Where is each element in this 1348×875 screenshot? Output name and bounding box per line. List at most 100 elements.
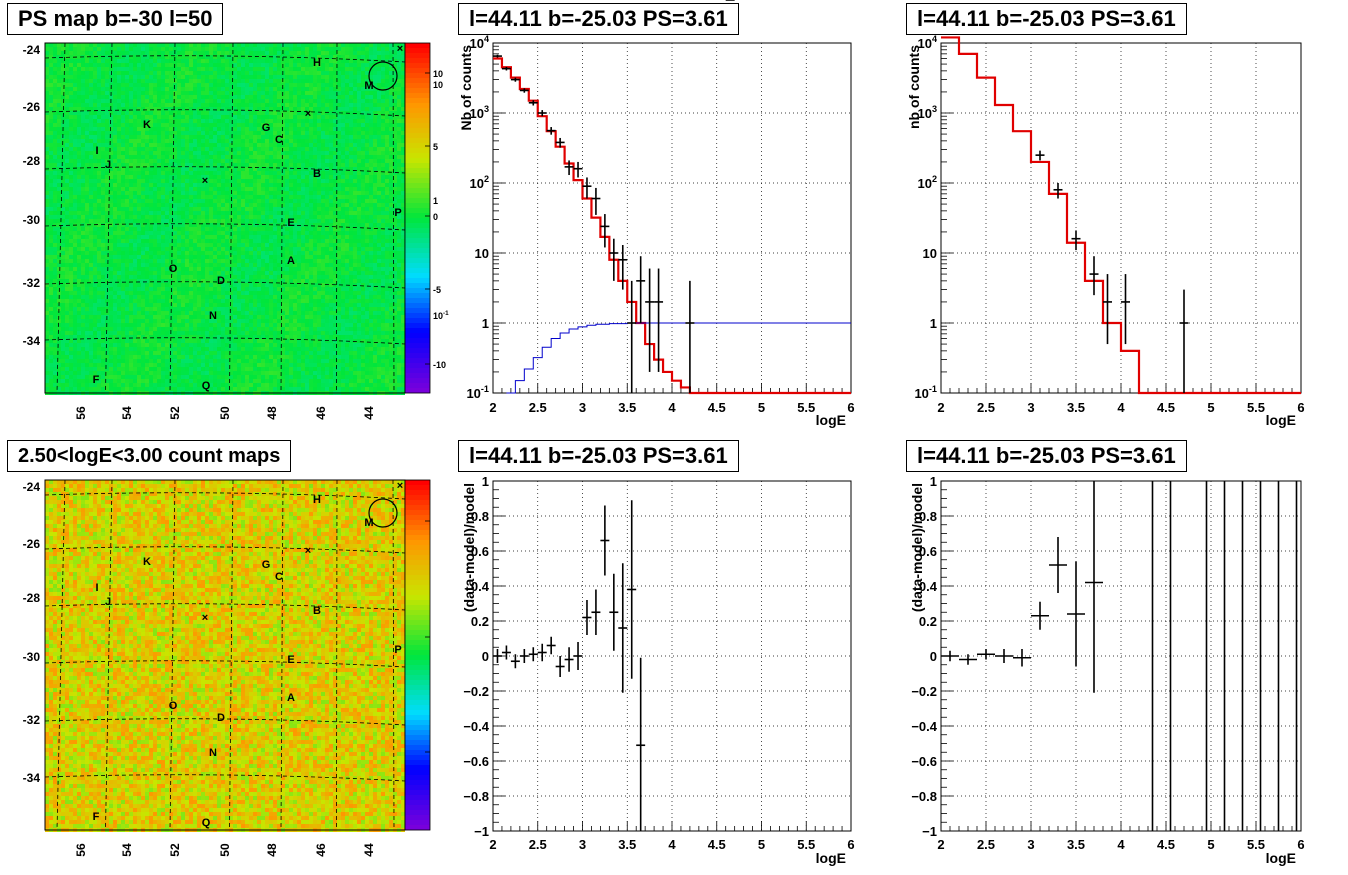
map-cell	[57, 163, 61, 167]
map-cell	[393, 51, 397, 55]
map-cell	[77, 79, 81, 83]
map-cell	[265, 147, 269, 151]
map-cell	[365, 127, 369, 131]
map-cell	[357, 115, 361, 119]
map-cell	[269, 63, 273, 67]
map-cell	[137, 223, 141, 227]
map-cell	[197, 123, 201, 127]
map-cell	[233, 143, 237, 147]
map-cell	[289, 139, 293, 143]
map-cell	[145, 115, 149, 119]
map-cell	[281, 215, 285, 219]
map-cell	[237, 151, 241, 155]
map-cell	[357, 87, 361, 91]
map-cell	[365, 143, 369, 147]
map-cell	[45, 187, 49, 191]
map-cell	[173, 231, 177, 235]
map-cell	[165, 155, 169, 159]
map-cell	[185, 135, 189, 139]
map-cell	[73, 159, 77, 163]
map-cell	[97, 199, 101, 203]
map-cell	[293, 171, 297, 175]
map-cell	[365, 51, 369, 55]
map-cell	[181, 127, 185, 131]
map-cell	[341, 195, 345, 199]
map-cell	[293, 167, 297, 171]
map-cell	[277, 111, 281, 115]
map-cell	[357, 223, 361, 227]
map-cell	[185, 231, 189, 235]
map-cell	[309, 219, 313, 223]
map-cell	[373, 127, 377, 131]
map-cell	[385, 43, 389, 47]
map-cell	[285, 235, 289, 239]
map-cell	[369, 55, 373, 59]
map-cell	[309, 147, 313, 151]
map-cell	[329, 211, 333, 215]
map-cell	[193, 191, 197, 195]
map-cell	[349, 79, 353, 83]
map-cell	[237, 63, 241, 67]
map-cell	[193, 239, 197, 243]
map-cell	[69, 91, 73, 95]
map-cell	[285, 107, 289, 111]
map-cell	[125, 227, 129, 231]
map-cell	[81, 171, 85, 175]
map-cell	[389, 219, 393, 223]
map-cell	[181, 163, 185, 167]
map-cell	[241, 243, 245, 247]
map-cell	[273, 43, 277, 47]
map-cell	[257, 187, 261, 191]
map-cell	[377, 119, 381, 123]
map-cell	[257, 79, 261, 83]
map-cell	[137, 215, 141, 219]
map-cell	[153, 243, 157, 247]
map-cell	[253, 219, 257, 223]
map-cell	[317, 83, 321, 87]
map-cell	[333, 235, 337, 239]
map-cell	[369, 219, 373, 223]
map-cell	[121, 87, 125, 91]
map-cell	[349, 195, 353, 199]
map-cell	[325, 255, 329, 259]
map-cell	[157, 67, 161, 71]
map-cell	[145, 111, 149, 115]
map-cell	[153, 195, 157, 199]
map-cell	[333, 63, 337, 67]
map-cell	[393, 43, 397, 47]
map-cell	[165, 139, 169, 143]
map-cell	[153, 131, 157, 135]
map-cell	[321, 63, 325, 67]
map-cell	[57, 123, 61, 127]
map-cell	[373, 51, 377, 55]
map-cell	[393, 135, 397, 139]
map-cell	[69, 151, 73, 155]
map-cell	[49, 63, 53, 67]
map-cell	[233, 187, 237, 191]
map-cell	[313, 259, 317, 263]
map-cell	[333, 135, 337, 139]
map-cell	[353, 143, 357, 147]
map-cell	[373, 99, 377, 103]
map-cell	[145, 199, 149, 203]
map-cell	[385, 71, 389, 75]
map-cell	[357, 95, 361, 99]
map-cell	[57, 131, 61, 135]
map-cell	[329, 83, 333, 87]
map-cell	[313, 191, 317, 195]
map-cell	[141, 235, 145, 239]
map-cell	[125, 79, 129, 83]
map-cell	[265, 207, 269, 211]
map-cell	[289, 147, 293, 151]
map-cell	[73, 143, 77, 147]
map-cell	[373, 191, 377, 195]
map-cell	[221, 111, 225, 115]
map-cell	[297, 159, 301, 163]
map-cell	[145, 147, 149, 151]
map-cell	[137, 175, 141, 179]
map-cell	[321, 87, 325, 91]
map-cell	[253, 255, 257, 259]
map-cell	[189, 239, 193, 243]
map-cell	[57, 259, 61, 263]
map-cell	[225, 43, 229, 47]
